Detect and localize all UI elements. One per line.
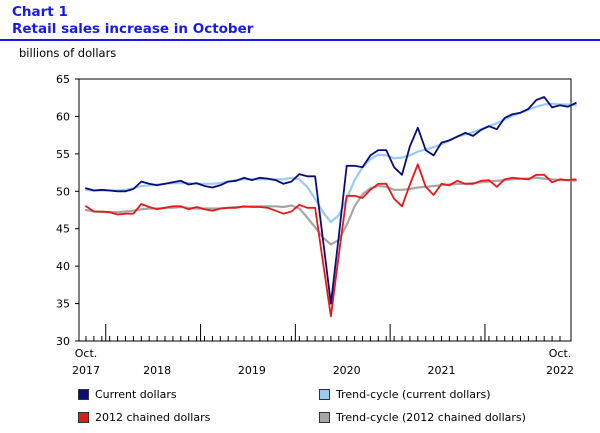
y-tick-label: 50 <box>56 185 70 198</box>
series-line-trend-cycle-2012-chained-dollars <box>84 176 577 246</box>
x-tick-label-month: Oct. <box>75 347 98 360</box>
header-divider <box>0 39 600 41</box>
legend-item: Trend-cycle (2012 chained dollars) <box>319 411 526 424</box>
series-line-2012-chained-dollars <box>85 163 577 318</box>
legend-item: Current dollars <box>78 388 177 401</box>
legend-label: Current dollars <box>95 388 177 401</box>
x-tick-label-year: 2019 <box>238 364 266 377</box>
legend-swatch <box>319 389 330 400</box>
legend-swatch <box>78 389 89 400</box>
chart-header: Chart 1 Retail sales increase in October <box>12 4 253 38</box>
y-tick-label: 45 <box>56 223 70 236</box>
plot-frame <box>78 78 572 342</box>
legend-label: Trend-cycle (current dollars) <box>336 388 491 401</box>
x-tick-label-year: 2022 <box>546 364 574 377</box>
legend-label: Trend-cycle (2012 chained dollars) <box>336 411 526 424</box>
chart-title: Retail sales increase in October <box>12 21 254 37</box>
x-tick-label-year: 2021 <box>428 364 456 377</box>
y-tick-label: 55 <box>56 148 70 161</box>
y-tick-label: 35 <box>56 298 70 311</box>
y-axis-unit-label: billions of dollars <box>19 46 117 60</box>
legend-item: 2012 chained dollars <box>78 411 210 424</box>
legend-swatch <box>319 412 330 423</box>
x-tick-label-month: Oct. <box>549 347 572 360</box>
y-tick-label: 60 <box>56 110 70 123</box>
y-tick-label: 65 <box>56 73 70 86</box>
y-tick-label: 40 <box>56 260 70 273</box>
series-line-current-dollars <box>85 96 577 305</box>
legend-item: Trend-cycle (current dollars) <box>319 388 491 401</box>
x-tick-label-year: 2017 <box>72 364 100 377</box>
chart-number: Chart 1 <box>12 4 68 20</box>
y-tick-label: 30 <box>56 335 70 348</box>
x-tick-label-year: 2018 <box>143 364 171 377</box>
legend-swatch <box>78 412 89 423</box>
legend-label: 2012 chained dollars <box>95 411 211 424</box>
x-tick-label-year: 2020 <box>333 364 361 377</box>
